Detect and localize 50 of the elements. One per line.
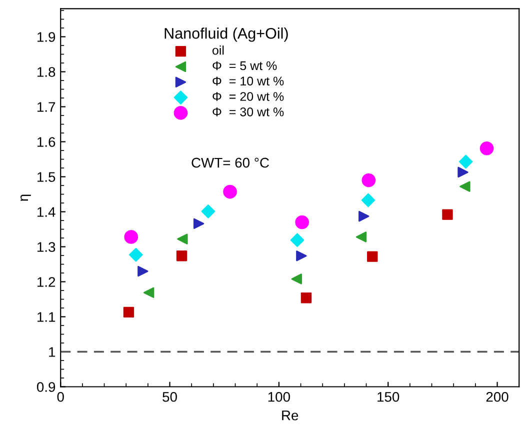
x-axis-title: Re	[282, 410, 298, 420]
point	[123, 306, 134, 318]
point	[201, 204, 216, 218]
y-tick-label: 1.8	[37, 67, 56, 77]
legend-label: Φ = 30 wt %	[212, 107, 284, 116]
point	[300, 292, 312, 304]
point	[143, 287, 154, 298]
point	[356, 232, 367, 242]
point	[177, 234, 188, 244]
point	[295, 215, 309, 230]
point	[361, 193, 376, 208]
y-tick-label: 1.1	[37, 312, 56, 322]
point	[290, 233, 304, 247]
legend-label: Φ = 20 wt %	[212, 92, 284, 101]
x-tick-label: 100	[268, 392, 290, 402]
point	[460, 181, 470, 192]
x-tick-label: 150	[378, 392, 400, 402]
point	[223, 184, 237, 199]
y-tick-label: 1.2	[37, 277, 56, 287]
x-tick-label: 0	[57, 392, 64, 402]
y-tick-label: 1.4	[37, 207, 56, 217]
legend-label: Φ = 10 wt %	[212, 76, 284, 86]
point	[296, 250, 307, 262]
y-tick-label: 1.5	[37, 172, 56, 182]
y-tick-label: 1.3	[37, 242, 56, 252]
y-tick-label: 1.9	[37, 32, 56, 42]
point	[480, 141, 494, 156]
point	[129, 248, 143, 262]
x-tick-label: 200	[486, 392, 508, 402]
point	[358, 210, 370, 222]
point	[291, 274, 302, 284]
point	[367, 251, 378, 262]
point	[458, 154, 473, 169]
point	[458, 166, 468, 178]
point	[176, 250, 188, 262]
point	[124, 230, 138, 244]
point	[138, 266, 148, 277]
y-tick-label: 0.9	[36, 382, 56, 392]
y-axis-title: η	[20, 194, 31, 201]
y-tick-label: 1.6	[37, 137, 56, 147]
x-tick-label: 50	[162, 392, 177, 402]
legend-label: Φ = 5 wt %	[212, 61, 277, 70]
legend-label: oil	[212, 46, 224, 55]
point	[362, 173, 376, 188]
point	[442, 209, 453, 220]
legend-title: Nanofluid (Ag+Oil)	[164, 28, 288, 42]
point	[193, 218, 204, 229]
y-tick-label: 1.7	[37, 102, 56, 112]
y-tick-label: 1	[49, 347, 56, 357]
annotation: CWT= 60 °C	[192, 158, 269, 168]
